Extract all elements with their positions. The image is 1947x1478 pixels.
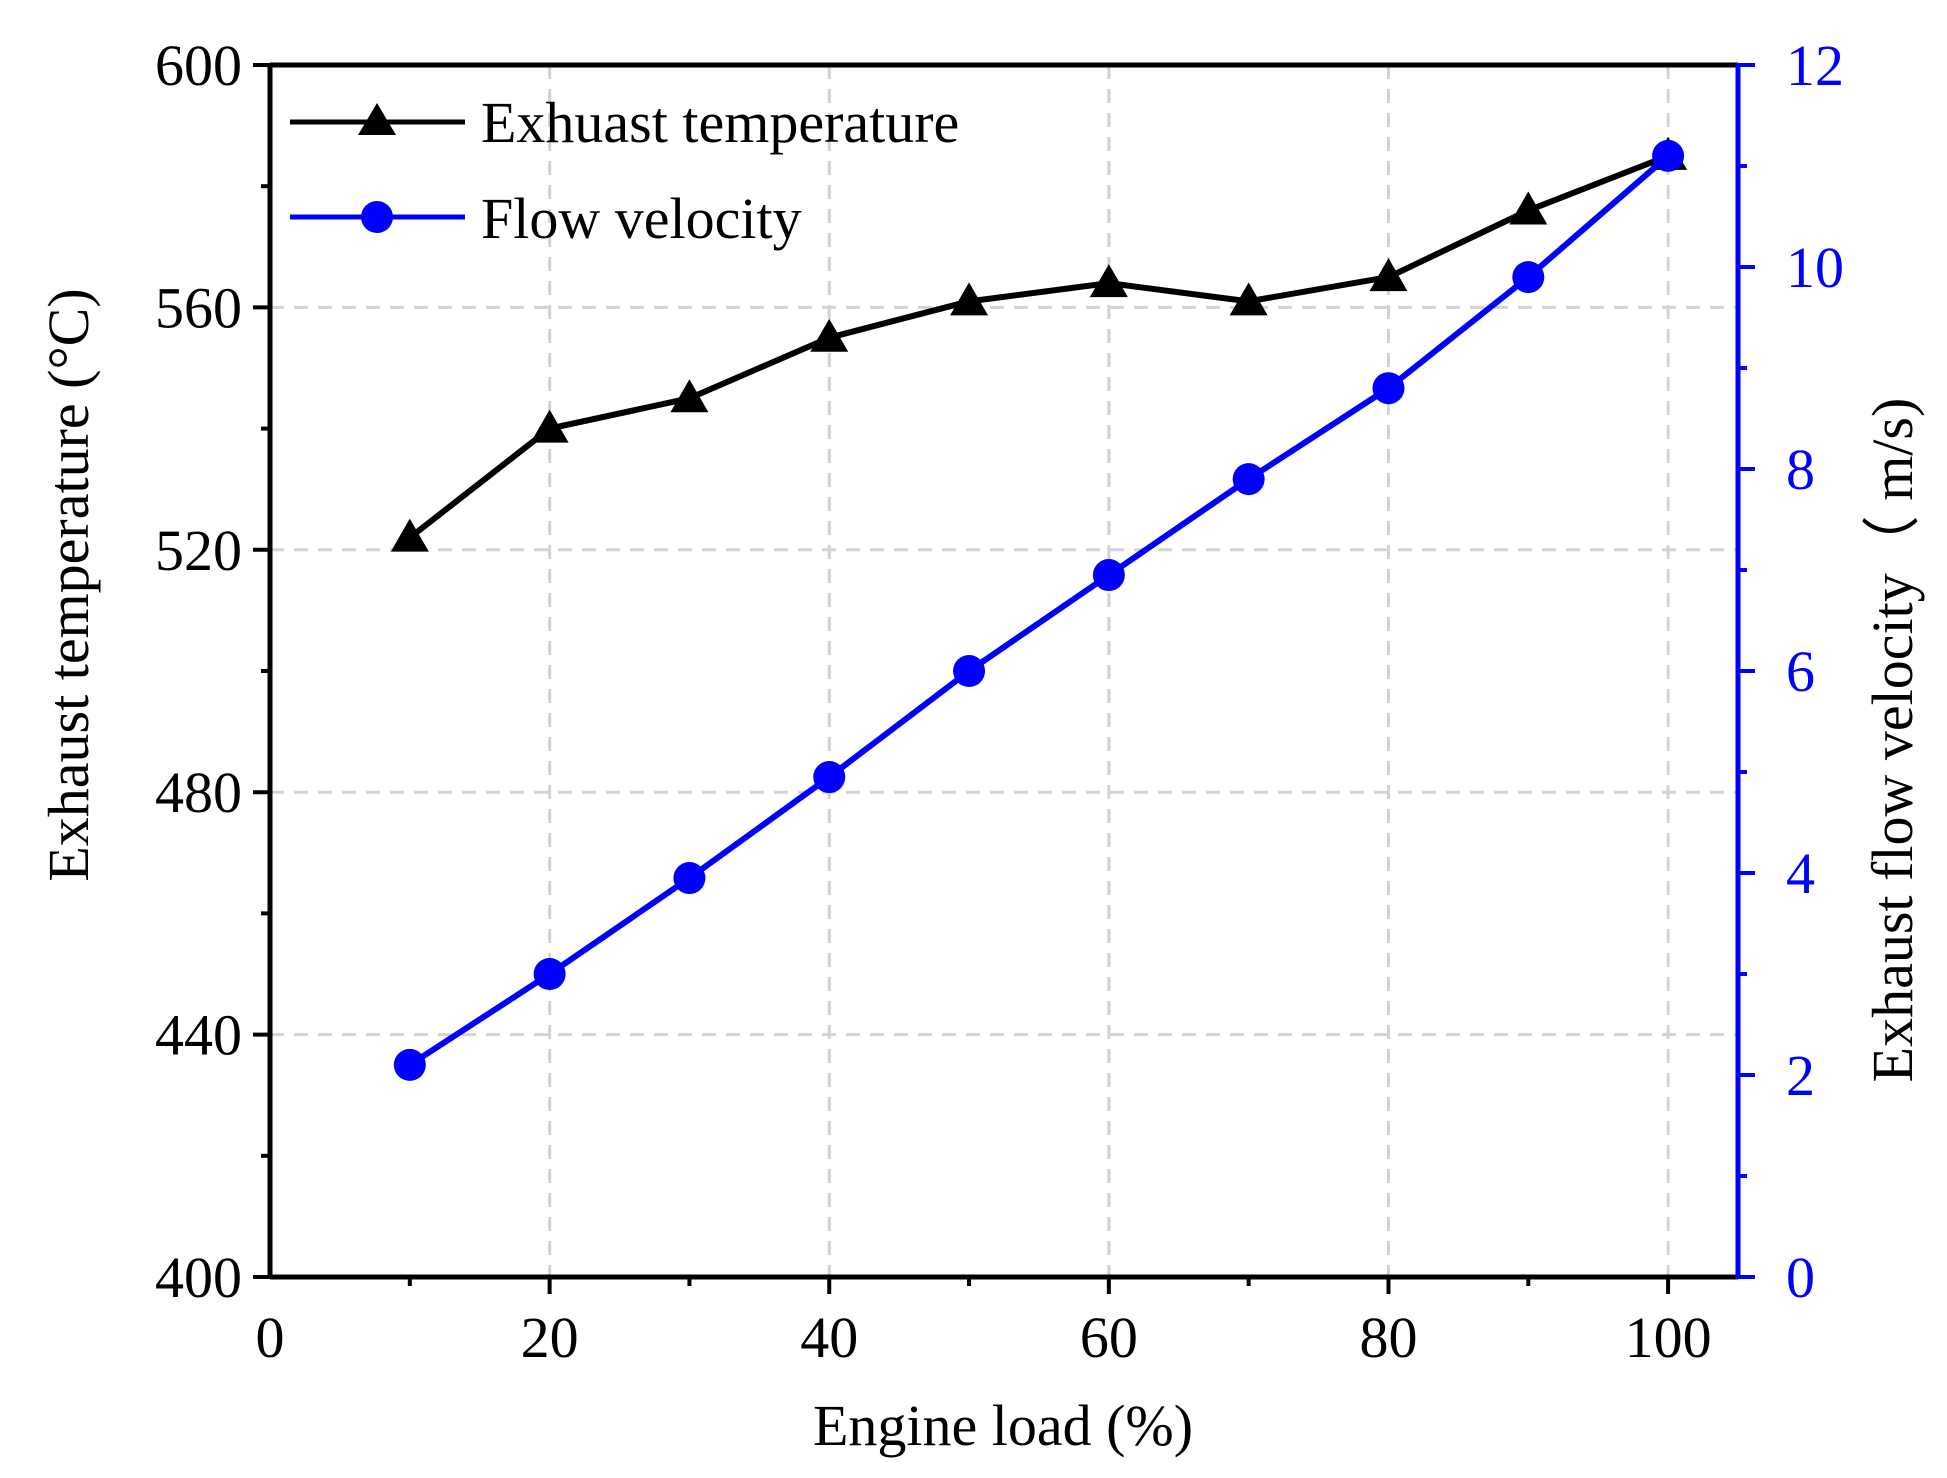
y2-tick-label: 0 [1786,1245,1815,1310]
y2-tick-label: 6 [1786,639,1815,704]
series-line-0 [407,153,1670,541]
temperature-point [390,518,429,552]
velocity-point [393,1048,426,1081]
legend-label-temperature: Exhuast temperature [481,90,959,155]
legend: Exhuast temperature Flow velocity [290,90,959,251]
velocity-point [1232,463,1265,496]
x-axis-label: Engine load (%) [813,1393,1193,1458]
velocity-point [813,761,846,794]
velocity-point [1512,261,1545,294]
velocity-point [1092,559,1125,592]
y-tick-label: 560 [155,275,242,340]
x-tick-label: 100 [1625,1305,1712,1370]
legend-entry-velocity: Flow velocity [290,186,802,251]
temperature-point [530,409,569,443]
velocity-point [673,862,706,895]
y-tick-label: 600 [155,33,242,98]
axes [253,62,1755,1294]
y2-tick-label: 4 [1786,841,1815,906]
series-layer [390,136,1688,1081]
y2-tick-label: 8 [1786,437,1815,502]
temperature-point [1229,282,1268,316]
velocity-point [953,655,986,687]
x-tick-label: 80 [1359,1305,1417,1370]
tick-labels: 0 20 40 60 80 100 400 440 480 520 560 600 0 2 4 6 8 10 12 [155,33,1844,1370]
series-line-1 [408,153,1671,1068]
y-tick-label: 520 [155,518,242,583]
temperature-point [670,379,709,413]
y-axis-label: Exhaust temperature (°C) [36,288,101,881]
y-tick-label: 400 [155,1245,242,1310]
x-tick-label: 20 [521,1305,579,1370]
temperature-point [1369,258,1408,292]
velocity-point [1372,372,1405,405]
temperature-point [810,318,849,352]
y2-tick-label: 12 [1786,33,1844,98]
velocity-point [533,958,566,990]
y-tick-label: 440 [155,1003,242,1068]
x-tick-label: 0 [256,1305,285,1370]
temperature-point [950,282,989,316]
y2-tick-label: 2 [1786,1043,1815,1108]
velocity-point [1652,139,1685,172]
temperature-point [1509,191,1548,225]
x-tick-label: 40 [800,1305,858,1370]
x-tick-label: 60 [1080,1305,1138,1370]
y2-tick-label: 10 [1786,235,1844,300]
y-tick-label: 480 [155,760,242,825]
legend-label-velocity: Flow velocity [481,186,802,251]
legend-entry-temperature: Exhuast temperature [290,90,959,155]
y2-axis-label: Exhaust flow velocity（ m/s) [1860,398,1925,1083]
temperature-point [1089,264,1128,298]
